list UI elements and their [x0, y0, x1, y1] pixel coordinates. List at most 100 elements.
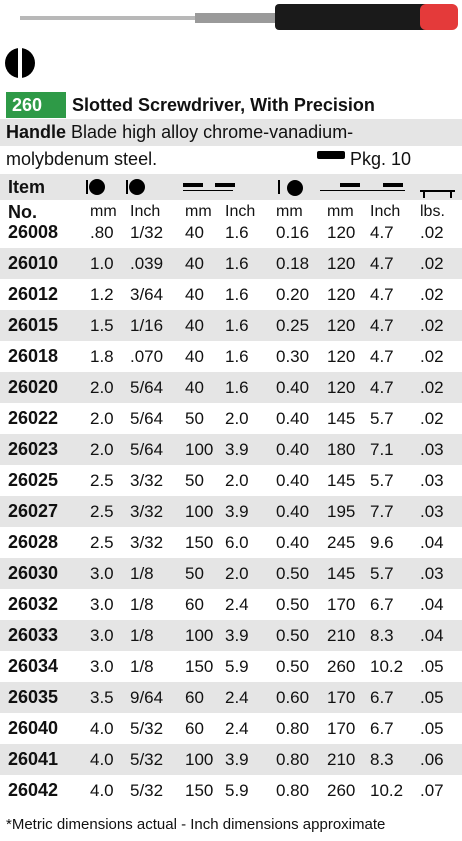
cell: 4.7: [370, 248, 394, 279]
page: 260 Slotted Screwdriver, With Precision …: [0, 0, 462, 841]
item-number: 26034: [8, 651, 58, 682]
cell: 4.0: [90, 744, 114, 775]
cell: 0.25: [276, 310, 309, 341]
cell: 1.6: [225, 248, 249, 279]
cell: 4.7: [370, 310, 394, 341]
cell: 10.2: [370, 775, 403, 806]
cell: 1/16: [130, 310, 163, 341]
description-text: Blade high alloy chrome-vanadium-: [71, 122, 353, 142]
item-number: 26040: [8, 713, 58, 744]
cell: 1/8: [130, 651, 154, 682]
description-line: Handle Blade high alloy chrome-vanadium-: [6, 119, 353, 146]
cell: .04: [420, 620, 444, 651]
cell: 0.50: [276, 558, 309, 589]
product-title: Slotted Screwdriver, With Precision: [72, 92, 375, 118]
cell: 1.6: [225, 372, 249, 403]
cell: 40: [185, 310, 204, 341]
item-number: 26035: [8, 682, 58, 713]
cell: 1.6: [225, 217, 249, 248]
cell: 0.80: [276, 775, 309, 806]
cell: 120: [327, 279, 355, 310]
cell: .03: [420, 558, 444, 589]
table-row: 260232.05/641003.90.401807.1.03: [0, 434, 462, 465]
cell: 180: [327, 434, 355, 465]
cell: 40: [185, 341, 204, 372]
cell: 6.7: [370, 713, 394, 744]
table-row: 260282.53/321506.00.402459.6.04: [0, 527, 462, 558]
cell: 1/32: [130, 217, 163, 248]
cell: 0.40: [276, 434, 309, 465]
cell: 60: [185, 713, 204, 744]
item-number: 26025: [8, 465, 58, 496]
cell: 7.7: [370, 496, 394, 527]
cell: .06: [420, 744, 444, 775]
cell: 6.0: [225, 527, 249, 558]
cell: .02: [420, 372, 444, 403]
cell: .02: [420, 310, 444, 341]
cell: 3.0: [90, 558, 114, 589]
table-row: 260424.05/321505.90.8026010.2.07: [0, 775, 462, 806]
cell: 5/64: [130, 434, 163, 465]
cell: .05: [420, 651, 444, 682]
cell: 2.0: [90, 372, 114, 403]
cell: .04: [420, 589, 444, 620]
cell: 100: [185, 744, 213, 775]
cell: 40: [185, 279, 204, 310]
cell: 150: [185, 775, 213, 806]
cell: 170: [327, 589, 355, 620]
item-number: 26023: [8, 434, 58, 465]
cell: .02: [420, 341, 444, 372]
cell: 150: [185, 651, 213, 682]
item-header: Item: [8, 174, 45, 200]
item-number: 26015: [8, 310, 58, 341]
cell: .070: [130, 341, 163, 372]
cell: .02: [420, 403, 444, 434]
cell: 0.50: [276, 620, 309, 651]
cell: 1.8: [90, 341, 114, 372]
cell: 4.7: [370, 217, 394, 248]
cell: .02: [420, 217, 444, 248]
handle-label: Handle: [6, 122, 66, 142]
shaft: [195, 13, 285, 23]
cell: 9/64: [130, 682, 163, 713]
item-number: 26033: [8, 620, 58, 651]
cell: 170: [327, 713, 355, 744]
cell: 5/64: [130, 403, 163, 434]
cell: 3.5: [90, 682, 114, 713]
cell: 3.9: [225, 744, 249, 775]
cell: 2.5: [90, 527, 114, 558]
cell: 1/8: [130, 620, 154, 651]
cell: 4.7: [370, 372, 394, 403]
cell: 0.50: [276, 589, 309, 620]
cell: 0.40: [276, 403, 309, 434]
cell: 0.50: [276, 651, 309, 682]
cell: 5.7: [370, 403, 394, 434]
item-number: 26020: [8, 372, 58, 403]
cell: .03: [420, 465, 444, 496]
item-number: 26018: [8, 341, 58, 372]
cell: 3.9: [225, 496, 249, 527]
cell: 195: [327, 496, 355, 527]
cell: .04: [420, 527, 444, 558]
cell: 210: [327, 620, 355, 651]
cell: 0.40: [276, 372, 309, 403]
item-number: 26027: [8, 496, 58, 527]
cell: 1/8: [130, 589, 154, 620]
cell: 40: [185, 248, 204, 279]
package: Pkg. 10: [350, 146, 411, 173]
cell: 0.80: [276, 744, 309, 775]
cell: 3/32: [130, 527, 163, 558]
cell: 5/32: [130, 775, 163, 806]
cell: 3/32: [130, 496, 163, 527]
cell: 8.3: [370, 620, 394, 651]
cell: 9.6: [370, 527, 394, 558]
table-row: 260303.01/8502.00.501455.7.03: [0, 558, 462, 589]
cell: 5.7: [370, 465, 394, 496]
cell: 3.9: [225, 434, 249, 465]
cell: 260: [327, 775, 355, 806]
cell: 5.9: [225, 651, 249, 682]
